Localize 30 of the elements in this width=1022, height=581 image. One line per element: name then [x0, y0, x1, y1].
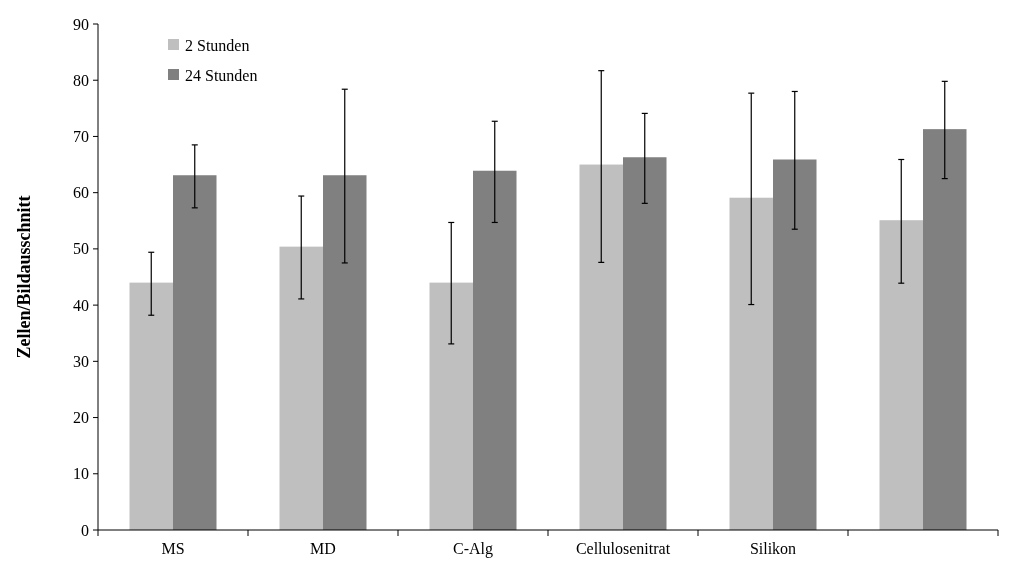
- x-tick-label: C-Alg: [453, 540, 493, 558]
- bar: [323, 175, 367, 530]
- x-tick-label: Silikon: [749, 540, 797, 557]
- bar: [129, 282, 173, 530]
- y-tick-label: 20: [73, 409, 89, 427]
- legend-label: 24 Stunden: [185, 66, 258, 84]
- bar: [429, 282, 473, 530]
- bar: [773, 159, 817, 530]
- y-tick-label: 90: [73, 15, 89, 33]
- bar: [473, 170, 517, 530]
- legend-label: 2 Stunden: [185, 36, 250, 54]
- y-axis-title: Zellen/Bildausschnitt: [14, 195, 34, 359]
- y-tick-label: 40: [73, 296, 89, 314]
- bar: [279, 246, 323, 530]
- y-tick-label: 70: [73, 128, 89, 146]
- x-tick-label: MS: [161, 540, 185, 557]
- bar: [579, 164, 623, 530]
- y-tick-label: 10: [73, 465, 89, 483]
- y-tick-label: 60: [73, 184, 89, 202]
- bar: [173, 175, 217, 530]
- x-tick-label: Cellulosenitrat: [575, 540, 671, 557]
- bar: [623, 157, 667, 530]
- y-tick-label: 0: [81, 521, 89, 539]
- x-tick-label: MD: [310, 540, 336, 557]
- bar: [879, 220, 923, 530]
- bar: [729, 197, 773, 530]
- y-tick-label: 30: [73, 352, 89, 370]
- y-tick-label: 50: [73, 240, 89, 258]
- bar: [923, 129, 967, 530]
- y-tick-label: 80: [73, 71, 89, 89]
